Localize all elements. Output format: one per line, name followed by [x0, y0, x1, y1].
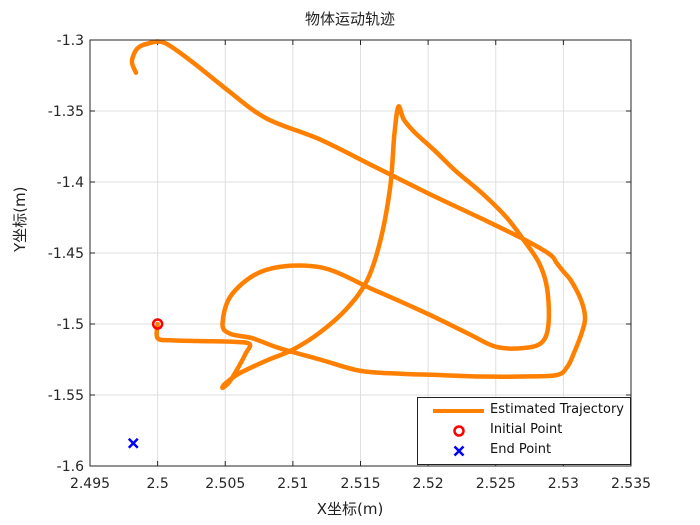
legend-label-trajectory: Estimated Trajectory: [490, 402, 624, 417]
initial-point-marker: [151, 318, 164, 330]
ticks: 2.495 2.5 2.505 2.51 2.515 2.52 2.525 2.53 2.535…: [48, 33, 651, 492]
end-point-marker: [127, 437, 139, 449]
legend-x-swatch: [453, 445, 465, 457]
legend-item-end: End Point: [418, 441, 632, 461]
series-layer: [129, 39, 588, 391]
axes-box: [89, 39, 632, 467]
y-axis-label: Y坐标(m): [11, 186, 29, 252]
legend-label-end: End Point: [490, 442, 552, 457]
legend-line-swatch: [433, 409, 484, 413]
y-tick-label: -1.35: [48, 104, 84, 120]
x-tick-label: 2.5: [146, 476, 168, 492]
x-tick-label: 2.525: [476, 476, 516, 492]
x-tick-label: 2.515: [340, 476, 380, 492]
y-tick-label: -1.55: [48, 388, 84, 404]
legend-item-initial: Initial Point: [418, 421, 632, 441]
trajectory-series-line: [129, 39, 588, 391]
x-tick-label: 2.535: [611, 476, 651, 492]
markers-layer: [127, 318, 164, 449]
legend: Estimated Trajectory Initial Point End P…: [417, 397, 631, 465]
legend-label-initial: Initial Point: [490, 422, 563, 437]
y-tick-label: -1.3: [57, 33, 84, 49]
y-tick-label: -1.6: [57, 459, 84, 475]
legend-circle-swatch: [453, 425, 465, 437]
x-axis-label: X坐标(m): [316, 500, 384, 518]
x-tick-label: 2.505: [205, 476, 245, 492]
y-tick-label: -1.45: [48, 246, 84, 262]
chart-title: 物体运动轨迹: [304, 10, 395, 28]
y-tick-label: -1.4: [57, 175, 84, 191]
x-tick-label: 2.51: [277, 476, 308, 492]
legend-item-trajectory: Estimated Trajectory: [418, 401, 632, 421]
x-tick-label: 2.495: [70, 476, 110, 492]
x-tick-label: 2.53: [548, 476, 579, 492]
x-tick-label: 2.52: [413, 476, 444, 492]
y-tick-label: -1.5: [57, 317, 84, 333]
